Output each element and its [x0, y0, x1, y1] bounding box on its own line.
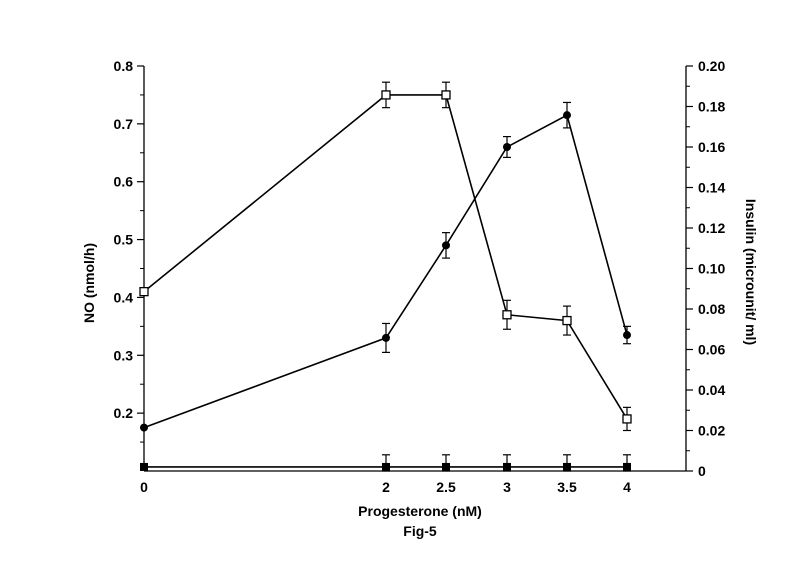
y-left-tick-label: 0.8 [114, 58, 134, 74]
data-point-filled-circle [623, 331, 631, 340]
y-left-tick-label: 0.5 [114, 232, 134, 248]
y-left-tick-label: 0.2 [114, 405, 134, 421]
data-point-open-square [139, 286, 149, 297]
y-axis-right-label: Insulin (microunit/ ml) [743, 199, 759, 345]
data-point-open-square [502, 310, 512, 320]
data-point-filled-circle [563, 111, 571, 120]
x-tick-label: 2 [382, 479, 390, 495]
series-open-square [139, 81, 632, 432]
figure-caption: Fig-5 [403, 523, 437, 539]
y-right-tick-label: 0.06 [698, 342, 725, 358]
data-point-filled-square [563, 462, 571, 471]
x-tick-label: 4 [623, 479, 631, 495]
y-left-tick-label: 0.3 [114, 347, 134, 363]
axes: 0.2 0.3 0.4 0.5 0.6 0.7 0.8 0 0.02 0.04 0.06 0.08 0.… [114, 58, 726, 495]
y-right-tick-label: 0.08 [698, 301, 725, 317]
data-point-filled-circle [442, 241, 450, 250]
series-layer [139, 81, 632, 472]
series-line [143, 114, 628, 429]
data-point-filled-square [503, 462, 511, 471]
data-point-open-square [441, 90, 451, 100]
y-axis-left-label: NO (nmol/h) [81, 243, 97, 323]
y-right-tick-label: 0.14 [698, 180, 725, 196]
data-point-filled-square [382, 462, 390, 471]
y-right-tick-label: 0 [698, 463, 706, 479]
x-tick-label: 3.5 [557, 479, 577, 495]
data-point-open-square [381, 90, 391, 100]
data-point-filled-square [140, 462, 148, 471]
data-point-filled-square [623, 462, 631, 471]
data-point-filled-square [442, 462, 450, 471]
x-tick-label: 0 [140, 479, 148, 495]
data-point-open-square [622, 414, 632, 424]
data-point-filled-circle [140, 423, 148, 432]
series-filled-square [140, 454, 631, 472]
y-right-tick-label: 0.20 [698, 58, 725, 74]
series-filled-circle [140, 101, 631, 432]
x-axis-label: Progesterone (nM) [358, 503, 482, 519]
y-right-tick-label: 0.12 [698, 220, 725, 236]
y-right-tick-label: 0.10 [698, 261, 725, 277]
y-right-tick-label: 0.04 [698, 382, 725, 398]
y-left-tick-label: 0.4 [114, 289, 134, 305]
y-right-tick-label: 0.16 [698, 139, 725, 155]
y-left-tick-label: 0.7 [114, 116, 134, 132]
y-left-tick-label: 0.6 [114, 174, 134, 190]
data-point-open-square [562, 315, 572, 326]
y-right-tick-label: 0.02 [698, 423, 725, 439]
x-tick-label: 3 [503, 479, 511, 495]
y-right-tick-label: 0.18 [698, 99, 725, 115]
data-point-filled-circle [382, 333, 390, 342]
series-line [143, 94, 628, 420]
data-point-filled-circle [503, 143, 511, 151]
x-tick-label: 2.5 [436, 479, 456, 495]
